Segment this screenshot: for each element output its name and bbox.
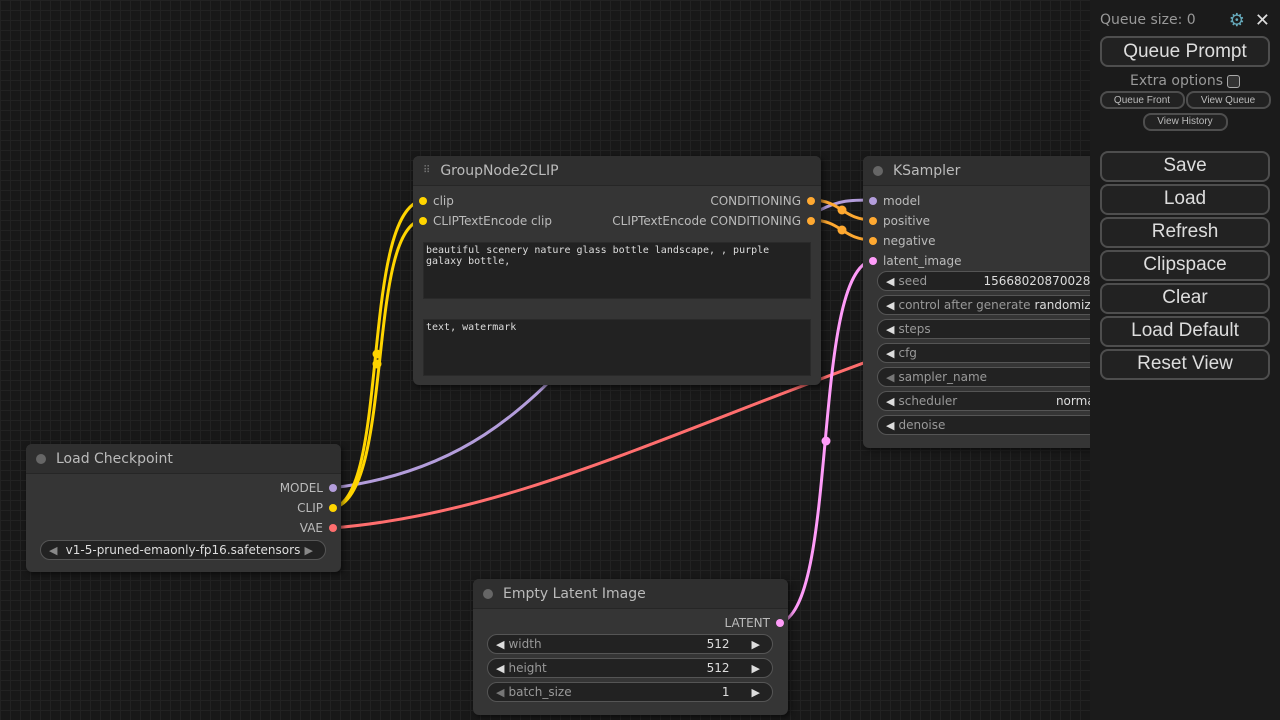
node-title[interactable]: Load Checkpoint bbox=[26, 444, 341, 474]
save-button[interactable]: Save bbox=[1100, 150, 1270, 182]
clear-button[interactable]: Clear bbox=[1100, 282, 1270, 314]
load-button[interactable]: Load bbox=[1100, 183, 1270, 215]
widget-cfg[interactable]: ◀ cfg bbox=[877, 343, 1090, 363]
refresh-button[interactable]: Refresh bbox=[1100, 216, 1270, 248]
arrow-left-icon[interactable]: ◀ bbox=[496, 637, 505, 651]
wire-positive-midpoint bbox=[837, 205, 847, 215]
wire-clip-midpoint bbox=[372, 349, 382, 359]
arrow-left-icon[interactable]: ◀ bbox=[49, 543, 58, 557]
output-model[interactable]: MODEL bbox=[280, 478, 337, 498]
view-history-button[interactable]: View History bbox=[1142, 112, 1228, 131]
wire-clip-midpoint bbox=[372, 359, 382, 369]
arrow-right-icon[interactable]: ▶ bbox=[751, 637, 760, 651]
input-latent-image[interactable]: latent_image bbox=[869, 251, 961, 271]
wire-clip-1 bbox=[331, 198, 424, 510]
arrow-left-icon[interactable]: ◀ bbox=[886, 346, 895, 360]
collapse-dot[interactable] bbox=[873, 165, 883, 176]
ckpt-name-combo[interactable]: ◀ v1-5-pruned-emaonly-fp16.safetensors ▶ bbox=[40, 540, 326, 560]
collapse-dot[interactable] bbox=[36, 453, 46, 464]
wire-negative-midpoint bbox=[837, 225, 847, 235]
widget-height[interactable]: ◀ height 512 ▶ bbox=[487, 658, 773, 678]
queue-prompt-button[interactable]: Queue Prompt bbox=[1100, 36, 1270, 67]
load-checkpoint-node[interactable]: Load Checkpoint MODEL CLIP VAE ◀ v1-5-pru… bbox=[26, 444, 341, 572]
widget-control-after-generate[interactable]: ◀control after generaterandomize bbox=[877, 295, 1090, 315]
queue-size: Queue size: 0 bbox=[1100, 12, 1196, 28]
input-model[interactable]: model bbox=[869, 191, 920, 211]
arrow-left-icon[interactable]: ◀ bbox=[886, 322, 895, 336]
widget-seed[interactable]: ◀ seed 156680208700286 bbox=[877, 271, 1090, 291]
empty-latent-image-node[interactable]: Empty Latent Image LATENT ◀ width 512 ▶ ◀ hei… bbox=[473, 579, 788, 715]
node-title[interactable]: ⠿ GroupNode2CLIP bbox=[413, 156, 821, 186]
queue-front-button[interactable]: Queue Front bbox=[1099, 91, 1185, 109]
grip-icon: ⠿ bbox=[423, 165, 431, 176]
load-default-button[interactable]: Load Default bbox=[1100, 315, 1270, 347]
graph-canvas[interactable]: ⠿ GroupNode2CLIP clip CLIPTextEncode clip… bbox=[0, 0, 1090, 720]
input-cliptextencode-clip[interactable]: CLIPTextEncode clip bbox=[419, 211, 552, 231]
side-menu: Queue size: 0 ⚙ ✕ Queue Prompt Extra opt… bbox=[1090, 0, 1280, 720]
arrow-left-icon[interactable]: ◀ bbox=[886, 418, 895, 432]
input-positive[interactable]: positive bbox=[869, 211, 930, 231]
extra-options-checkbox[interactable] bbox=[1226, 74, 1240, 88]
node-title[interactable]: KSampler bbox=[863, 156, 1090, 186]
view-queue-button[interactable]: View Queue bbox=[1185, 91, 1271, 109]
output-latent[interactable]: LATENT bbox=[725, 613, 784, 633]
collapse-dot[interactable] bbox=[483, 588, 493, 599]
arrow-left-icon[interactable]: ◀ bbox=[886, 274, 895, 288]
wire-latent-midpoint bbox=[821, 436, 831, 446]
settings-gear-icon[interactable]: ⚙ bbox=[1228, 9, 1245, 31]
arrow-left-icon[interactable]: ◀ bbox=[496, 661, 505, 675]
positive-prompt-textarea[interactable]: beautiful scenery nature glass bottle la… bbox=[423, 242, 811, 299]
input-clip[interactable]: clip bbox=[419, 191, 454, 211]
widget-denoise[interactable]: ◀ denoise bbox=[877, 415, 1090, 435]
arrow-right-icon[interactable]: ▶ bbox=[751, 661, 760, 675]
negative-prompt-textarea[interactable]: text, watermark bbox=[423, 319, 811, 376]
output-clip[interactable]: CLIP bbox=[297, 498, 337, 518]
output-vae[interactable]: VAE bbox=[300, 518, 337, 538]
wire-clip-2 bbox=[331, 218, 424, 510]
output-cliptextencode-conditioning[interactable]: CLIPTextEncode CONDITIONING bbox=[612, 211, 815, 231]
clipspace-button[interactable]: Clipspace bbox=[1100, 249, 1270, 281]
arrow-left-icon[interactable]: ◀ bbox=[496, 685, 505, 699]
arrow-left-icon[interactable]: ◀ bbox=[886, 298, 895, 312]
widget-sampler-name[interactable]: ◀ sampler_name bbox=[877, 367, 1090, 387]
input-negative[interactable]: negative bbox=[869, 231, 935, 251]
group-node-2clip[interactable]: ⠿ GroupNode2CLIP clip CLIPTextEncode clip… bbox=[413, 156, 821, 385]
widget-batch-size[interactable]: ◀ batch_size 1 ▶ bbox=[487, 682, 773, 702]
reset-view-button[interactable]: Reset View bbox=[1100, 348, 1270, 380]
extra-options-label: Extra options bbox=[1130, 73, 1223, 89]
widget-steps[interactable]: ◀ steps bbox=[877, 319, 1090, 339]
widget-scheduler[interactable]: ◀schedulernormal bbox=[877, 391, 1090, 411]
widget-width[interactable]: ◀ width 512 ▶ bbox=[487, 634, 773, 654]
node-title[interactable]: Empty Latent Image bbox=[473, 579, 788, 609]
arrow-left-icon[interactable]: ◀ bbox=[886, 370, 895, 384]
ksampler-node[interactable]: KSampler model positive negative latent_… bbox=[863, 156, 1090, 448]
arrow-left-icon[interactable]: ◀ bbox=[886, 394, 895, 408]
arrow-right-icon[interactable]: ▶ bbox=[304, 543, 313, 557]
close-icon[interactable]: ✕ bbox=[1254, 9, 1270, 31]
output-conditioning[interactable]: CONDITIONING bbox=[710, 191, 815, 211]
arrow-right-icon[interactable]: ▶ bbox=[751, 685, 760, 699]
